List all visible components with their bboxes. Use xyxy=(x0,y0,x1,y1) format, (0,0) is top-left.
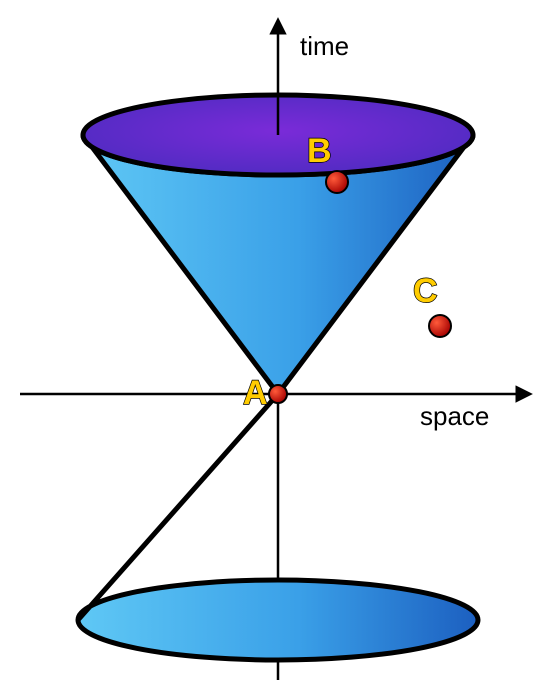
event-point-c xyxy=(429,315,451,337)
space-axis-label: space xyxy=(420,401,489,431)
time-axis-label: time xyxy=(300,31,349,61)
event-point-b xyxy=(326,171,348,193)
event-point-a xyxy=(269,385,287,403)
event-label-b: B xyxy=(307,132,332,170)
future-light-cone xyxy=(83,95,473,394)
event-label-a: A xyxy=(243,374,268,412)
event-label-c: C xyxy=(413,272,438,310)
light-cone-diagram: time space A B C xyxy=(0,0,557,698)
